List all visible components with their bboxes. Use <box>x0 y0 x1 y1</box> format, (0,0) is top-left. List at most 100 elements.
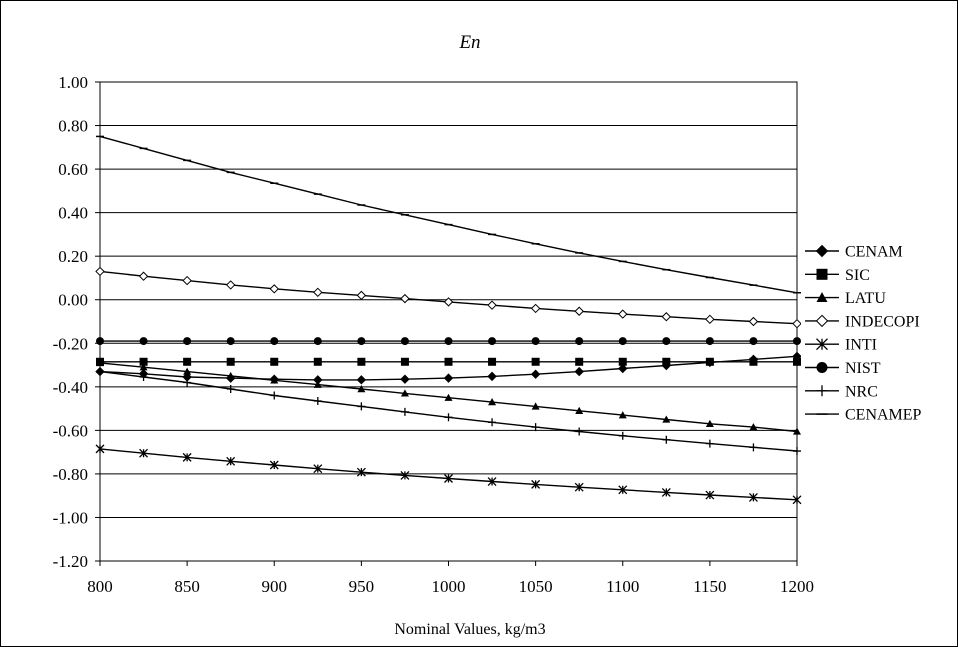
data-point <box>618 357 627 366</box>
data-point <box>749 443 758 452</box>
data-point <box>313 380 322 388</box>
x-tick-label: 900 <box>262 577 288 596</box>
legend-marker <box>816 292 828 302</box>
data-point <box>356 467 366 477</box>
data-point <box>357 402 366 411</box>
data-point <box>313 396 322 405</box>
legend-item-cenam: CENAM <box>805 244 903 261</box>
x-tick-label: 1050 <box>519 577 553 596</box>
data-point <box>662 337 671 346</box>
data-point <box>96 358 104 367</box>
data-point <box>662 435 671 444</box>
data-point <box>574 306 584 316</box>
data-point <box>400 470 410 480</box>
data-point <box>749 423 758 431</box>
data-point <box>96 337 104 346</box>
data-point <box>488 357 497 366</box>
data-point <box>618 363 628 374</box>
data-point <box>138 271 149 281</box>
data-point <box>225 280 236 290</box>
data-point <box>618 337 627 346</box>
series-line <box>99 370 798 452</box>
data-point <box>444 393 453 401</box>
y-tick-label: 1.00 <box>58 73 88 92</box>
series-sic <box>96 357 801 366</box>
series-nrc <box>96 367 801 456</box>
data-point <box>269 284 279 294</box>
data-point <box>139 373 148 382</box>
data-point <box>270 337 279 346</box>
data-point <box>313 464 323 474</box>
data-point <box>357 384 366 393</box>
data-point <box>618 411 627 419</box>
data-point <box>313 287 323 298</box>
chart-title: En <box>458 32 480 53</box>
x-tick-label: 1000 <box>432 577 466 596</box>
data-point <box>182 275 192 286</box>
legend-marker <box>816 268 828 280</box>
data-point <box>487 300 497 310</box>
data-point <box>226 384 235 393</box>
data-point <box>182 452 192 462</box>
series-nist <box>96 337 801 346</box>
data-point <box>226 371 235 380</box>
series-cenam <box>95 351 802 385</box>
data-point <box>270 376 279 384</box>
data-point <box>530 369 541 379</box>
data-point <box>662 357 671 366</box>
data-point <box>662 415 671 423</box>
data-point <box>661 487 671 497</box>
series-indecopi <box>95 266 802 329</box>
data-point <box>574 482 584 492</box>
legend-marker <box>816 338 828 351</box>
data-point <box>575 337 584 346</box>
data-point <box>139 337 148 346</box>
data-point <box>400 389 409 397</box>
data-point <box>226 357 235 366</box>
data-point <box>139 357 148 366</box>
legend-item-nist: NIST <box>805 360 881 377</box>
legend: CENAM SIC LATU INDECOPI INTI NIST NRC CENAMEP <box>801 238 956 431</box>
data-point <box>749 357 758 366</box>
legend-item-cenamep: CENAMEP <box>805 407 922 424</box>
data-point <box>226 337 235 346</box>
data-point <box>313 337 322 346</box>
data-point <box>488 337 497 346</box>
data-point <box>270 391 279 400</box>
data-point <box>269 460 279 470</box>
y-tick-label: -1.00 <box>53 508 88 527</box>
data-point <box>705 419 714 428</box>
data-point <box>183 378 192 387</box>
y-tick-label: 0.20 <box>58 247 88 266</box>
data-point <box>661 312 672 322</box>
data-point <box>400 374 410 384</box>
data-point <box>575 406 584 414</box>
y-axis-ticks: 1.00 0.80 0.60 0.40 0.20 0.00 -0.20 -0.40 -0.60 -… <box>53 73 100 571</box>
legend-label: NRC <box>845 383 878 400</box>
series-line <box>99 135 798 294</box>
data-point <box>139 448 149 458</box>
data-point <box>488 418 497 427</box>
y-tick-label: 0.80 <box>58 117 88 136</box>
data-point <box>705 439 714 448</box>
legend-label: NIST <box>845 360 881 377</box>
data-point <box>531 479 541 489</box>
data-point <box>618 309 628 319</box>
data-point <box>487 477 497 486</box>
data-point <box>793 427 801 435</box>
data-point <box>574 366 584 377</box>
data-point <box>95 266 105 277</box>
y-tick-label: -0.20 <box>53 334 88 353</box>
data-point <box>618 485 628 495</box>
x-axis-ticks: 800 850 900 950 1000 1050 1100 1150 1200 <box>87 561 814 596</box>
data-point <box>793 447 801 456</box>
data-point <box>443 297 454 307</box>
series-latu <box>96 358 801 435</box>
data-point <box>444 474 453 483</box>
data-point <box>792 495 802 505</box>
x-axis-title: Nominal Values, kg/m3 <box>394 621 545 638</box>
data-point <box>705 490 715 500</box>
data-point <box>313 357 322 366</box>
data-point <box>96 367 104 376</box>
data-point <box>531 423 540 432</box>
